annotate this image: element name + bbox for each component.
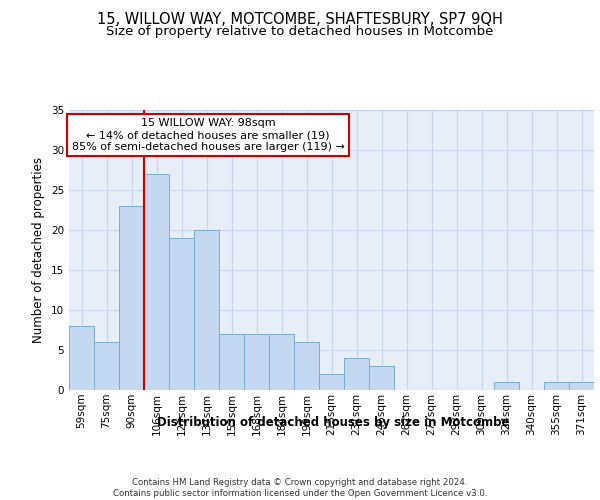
Text: Contains HM Land Registry data © Crown copyright and database right 2024.
Contai: Contains HM Land Registry data © Crown c… bbox=[113, 478, 487, 498]
Bar bbox=[494, 382, 519, 390]
Bar bbox=[169, 238, 194, 390]
Text: 15 WILLOW WAY: 98sqm
← 14% of detached houses are smaller (19)
85% of semi-detac: 15 WILLOW WAY: 98sqm ← 14% of detached h… bbox=[71, 118, 344, 152]
Bar bbox=[94, 342, 119, 390]
Bar bbox=[319, 374, 344, 390]
Bar bbox=[544, 382, 569, 390]
Bar bbox=[244, 334, 269, 390]
Text: Distribution of detached houses by size in Motcombe: Distribution of detached houses by size … bbox=[157, 416, 509, 429]
Bar bbox=[69, 326, 94, 390]
Bar bbox=[344, 358, 369, 390]
Bar bbox=[119, 206, 144, 390]
Bar bbox=[219, 334, 244, 390]
Y-axis label: Number of detached properties: Number of detached properties bbox=[32, 157, 46, 343]
Bar bbox=[269, 334, 294, 390]
Bar bbox=[294, 342, 319, 390]
Bar bbox=[144, 174, 169, 390]
Bar bbox=[569, 382, 594, 390]
Text: Size of property relative to detached houses in Motcombe: Size of property relative to detached ho… bbox=[106, 25, 494, 38]
Text: 15, WILLOW WAY, MOTCOMBE, SHAFTESBURY, SP7 9QH: 15, WILLOW WAY, MOTCOMBE, SHAFTESBURY, S… bbox=[97, 12, 503, 28]
Bar bbox=[369, 366, 394, 390]
Bar bbox=[194, 230, 219, 390]
